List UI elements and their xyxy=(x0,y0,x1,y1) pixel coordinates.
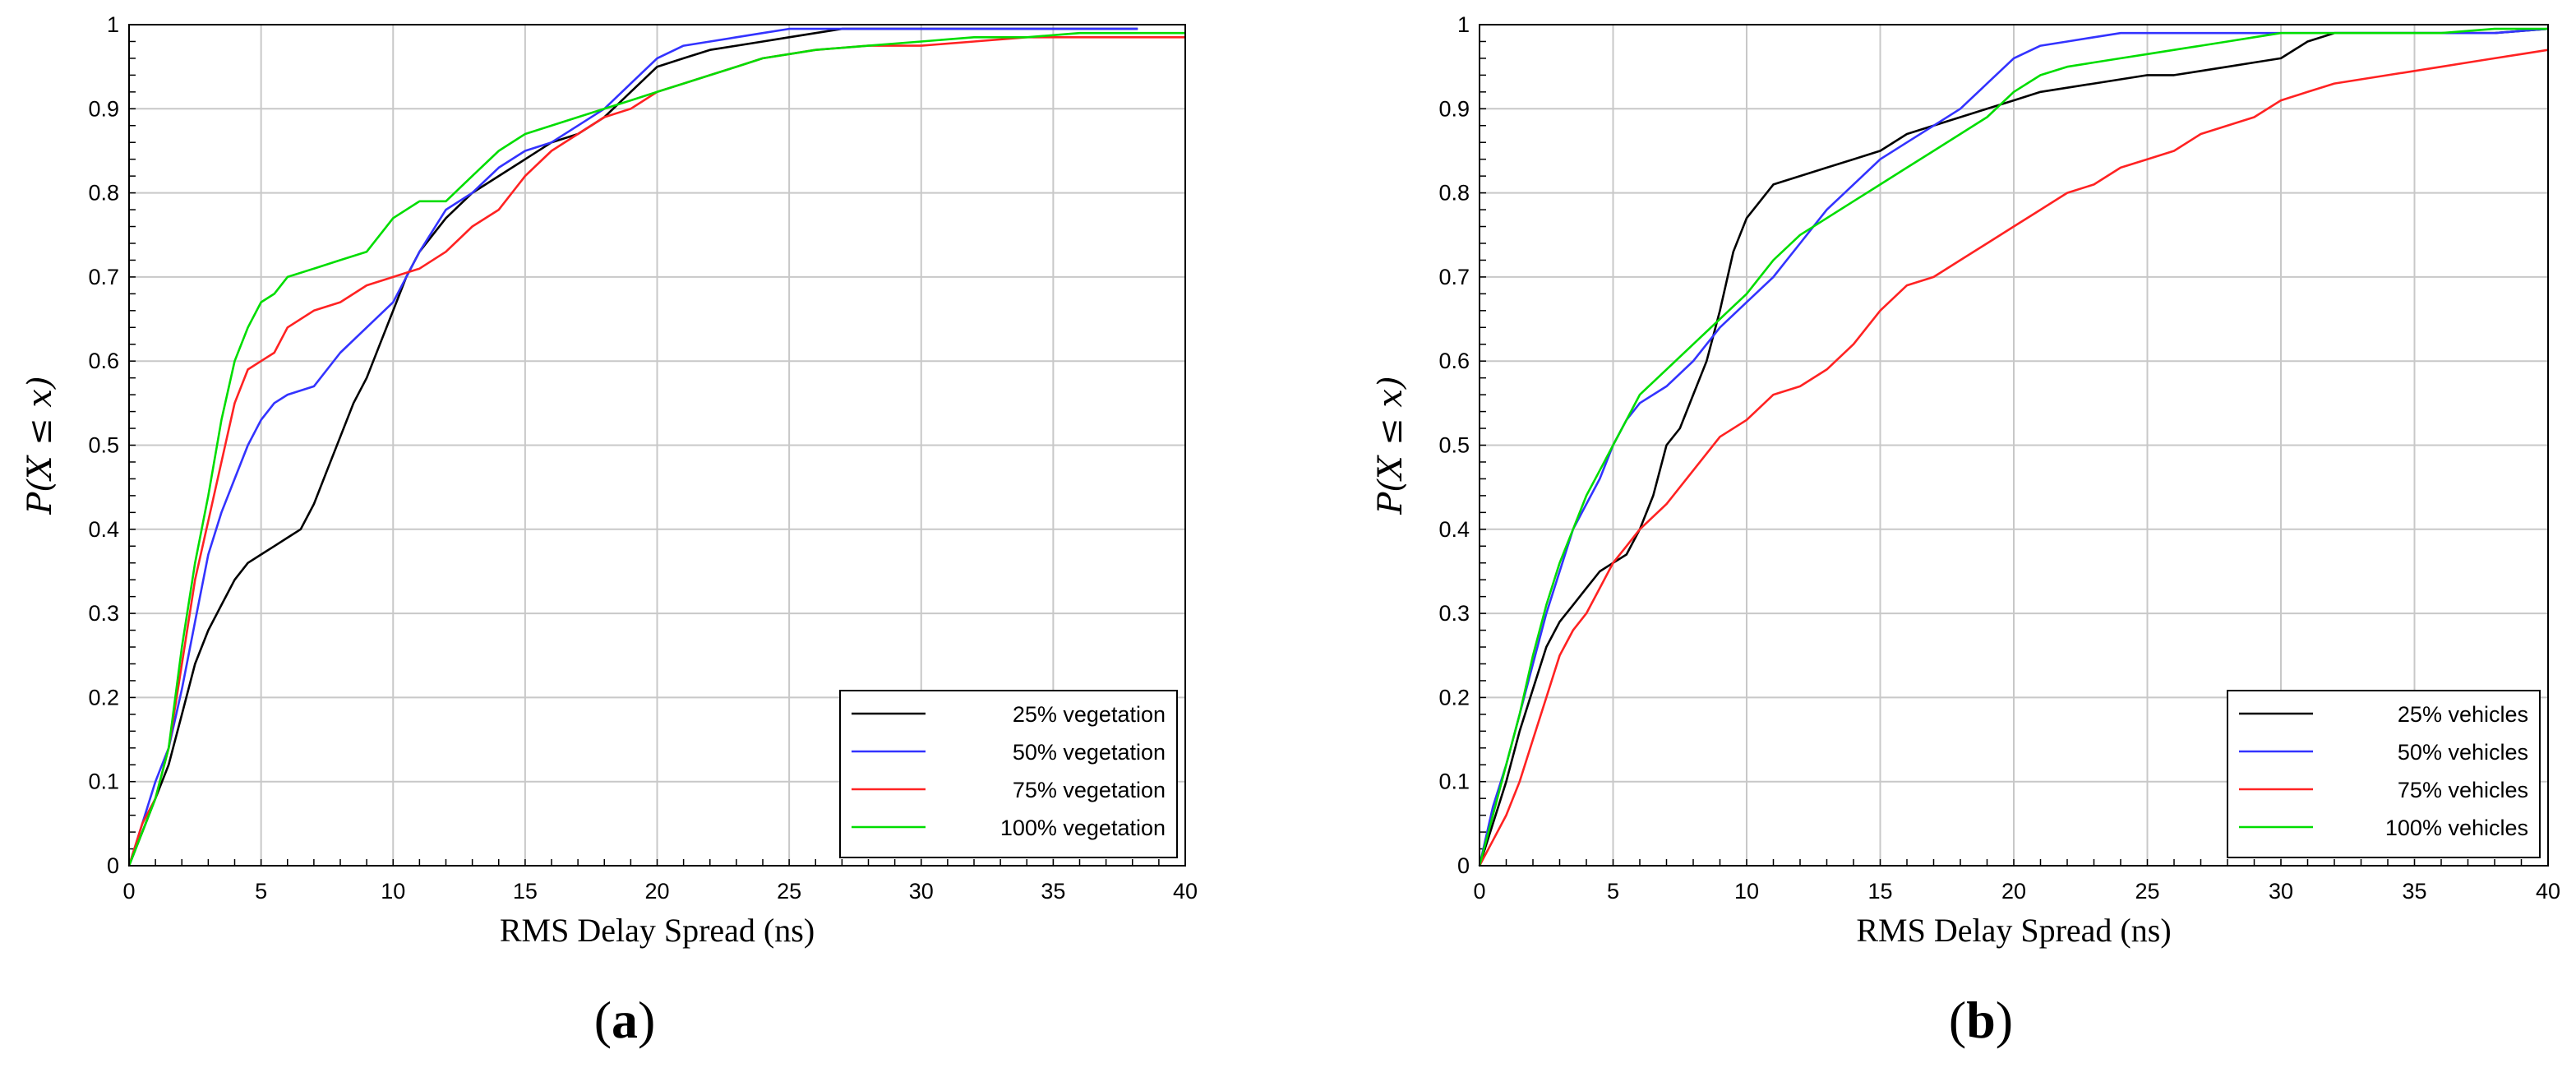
legend-label-1: 25% vehicles xyxy=(2398,702,2528,727)
x-tick-label: 25 xyxy=(777,879,801,904)
y-tick-label: 0 xyxy=(1457,853,1470,878)
series-line-2 xyxy=(1478,27,2549,867)
x-tick-label: 0 xyxy=(1473,879,1485,904)
x-tick-label: 40 xyxy=(1173,879,1198,904)
legend-label-2: 50% vegetation xyxy=(1013,740,1166,765)
legend-label-2: 50% vehicles xyxy=(2398,740,2528,765)
panel-label-letter: a xyxy=(612,991,638,1049)
panel-label-letter: b xyxy=(1966,991,1996,1049)
y-tick-label: 0.8 xyxy=(1438,181,1470,206)
x-tick-label: 10 xyxy=(381,879,405,904)
y-tick-label: 0.7 xyxy=(88,265,119,289)
x-axis-label: RMS Delay Spread (ns) xyxy=(500,912,815,949)
y-tick-label: 0.7 xyxy=(1438,265,1470,289)
y-axis-label: P(X ≤ x) xyxy=(1372,376,1410,515)
legend-box xyxy=(839,690,1178,858)
panel-label: (b) xyxy=(1949,991,2013,1049)
legend-label-4: 100% vehicles xyxy=(2385,816,2528,840)
panel-label: (a) xyxy=(594,991,656,1049)
x-tick-label: 5 xyxy=(1607,879,1619,904)
x-tick-label: 15 xyxy=(1867,879,1892,904)
y-tick-label: 1 xyxy=(107,12,119,37)
y-tick-label: 0.6 xyxy=(88,349,119,373)
y-tick-label: 0 xyxy=(107,853,119,878)
panel-label-close-paren: ) xyxy=(1996,991,2013,1049)
legend-box xyxy=(2227,690,2541,858)
y-tick-label: 0.9 xyxy=(88,96,119,121)
x-tick-label: 30 xyxy=(909,879,934,904)
y-tick-label: 0.2 xyxy=(88,685,119,710)
legend-label-4: 100% vegetation xyxy=(1000,816,1166,840)
y-tick-label: 0.5 xyxy=(88,433,119,458)
panel-label-open-paren: ( xyxy=(1949,991,1966,1049)
series-line-1 xyxy=(1478,27,2549,867)
legend-label-3: 75% vehicles xyxy=(2398,778,2528,802)
series-line-4 xyxy=(1478,27,2548,867)
y-axis-label: P(X ≤ x) xyxy=(21,376,59,515)
panel-label-close-paren: ) xyxy=(638,991,655,1049)
x-tick-label: 5 xyxy=(255,879,267,904)
x-tick-label: 35 xyxy=(1041,879,1065,904)
x-tick-label: 30 xyxy=(2269,879,2293,904)
y-tick-label: 0.9 xyxy=(1438,96,1470,121)
y-tick-label: 0.3 xyxy=(1438,601,1470,626)
x-tick-label: 35 xyxy=(2402,879,2426,904)
x-tick-label: 40 xyxy=(2536,879,2560,904)
x-tick-label: 15 xyxy=(513,879,538,904)
y-tick-label: 1 xyxy=(1457,12,1470,37)
y-tick-label: 0.1 xyxy=(1438,770,1470,794)
series-line-3 xyxy=(1478,49,2549,867)
legend: 25% vegetation 50% vegetation 75% vegetati… xyxy=(839,690,1178,858)
x-tick-label: 0 xyxy=(122,879,135,904)
panel-label-open-paren: ( xyxy=(594,991,612,1049)
y-tick-label: 0.4 xyxy=(88,517,119,542)
y-tick-label: 0.4 xyxy=(1438,517,1470,542)
y-tick-label: 0.2 xyxy=(1438,685,1470,710)
y-tick-label: 0.6 xyxy=(1438,349,1470,373)
x-tick-label: 25 xyxy=(2135,879,2159,904)
y-tick-label: 0.3 xyxy=(88,601,119,626)
legend-label-1: 25% vegetation xyxy=(1013,702,1166,727)
y-tick-label: 0.1 xyxy=(88,770,119,794)
chart-panel-b: 0 5 10 15 20 25 30 35 40 0 0.1 0.2 0.3 0.4 0.5 0.6 0.7 0.… xyxy=(1372,12,2560,1049)
series-line-2 xyxy=(127,27,1138,867)
y-tick-label: 0.5 xyxy=(1438,433,1470,458)
x-axis-label: RMS Delay Spread (ns) xyxy=(1856,912,2171,949)
legend: 25% vehicles 50% vehicles 75% vehicles 100%… xyxy=(2227,690,2541,858)
x-tick-label: 10 xyxy=(1734,879,1759,904)
y-tick-label: 0.8 xyxy=(88,181,119,206)
x-tick-label: 20 xyxy=(2001,879,2026,904)
axes-frame xyxy=(1479,24,2549,867)
legend-label-3: 75% vegetation xyxy=(1013,778,1166,802)
axes-frame xyxy=(128,24,1186,867)
x-tick-label: 20 xyxy=(644,879,669,904)
chart-panel-a: 0 5 10 15 20 25 30 35 40 0 0.1 0.2 0.3 0.4 0.5 0.6 0.7 0.… xyxy=(21,12,1198,1049)
series-line-4 xyxy=(127,31,1185,867)
